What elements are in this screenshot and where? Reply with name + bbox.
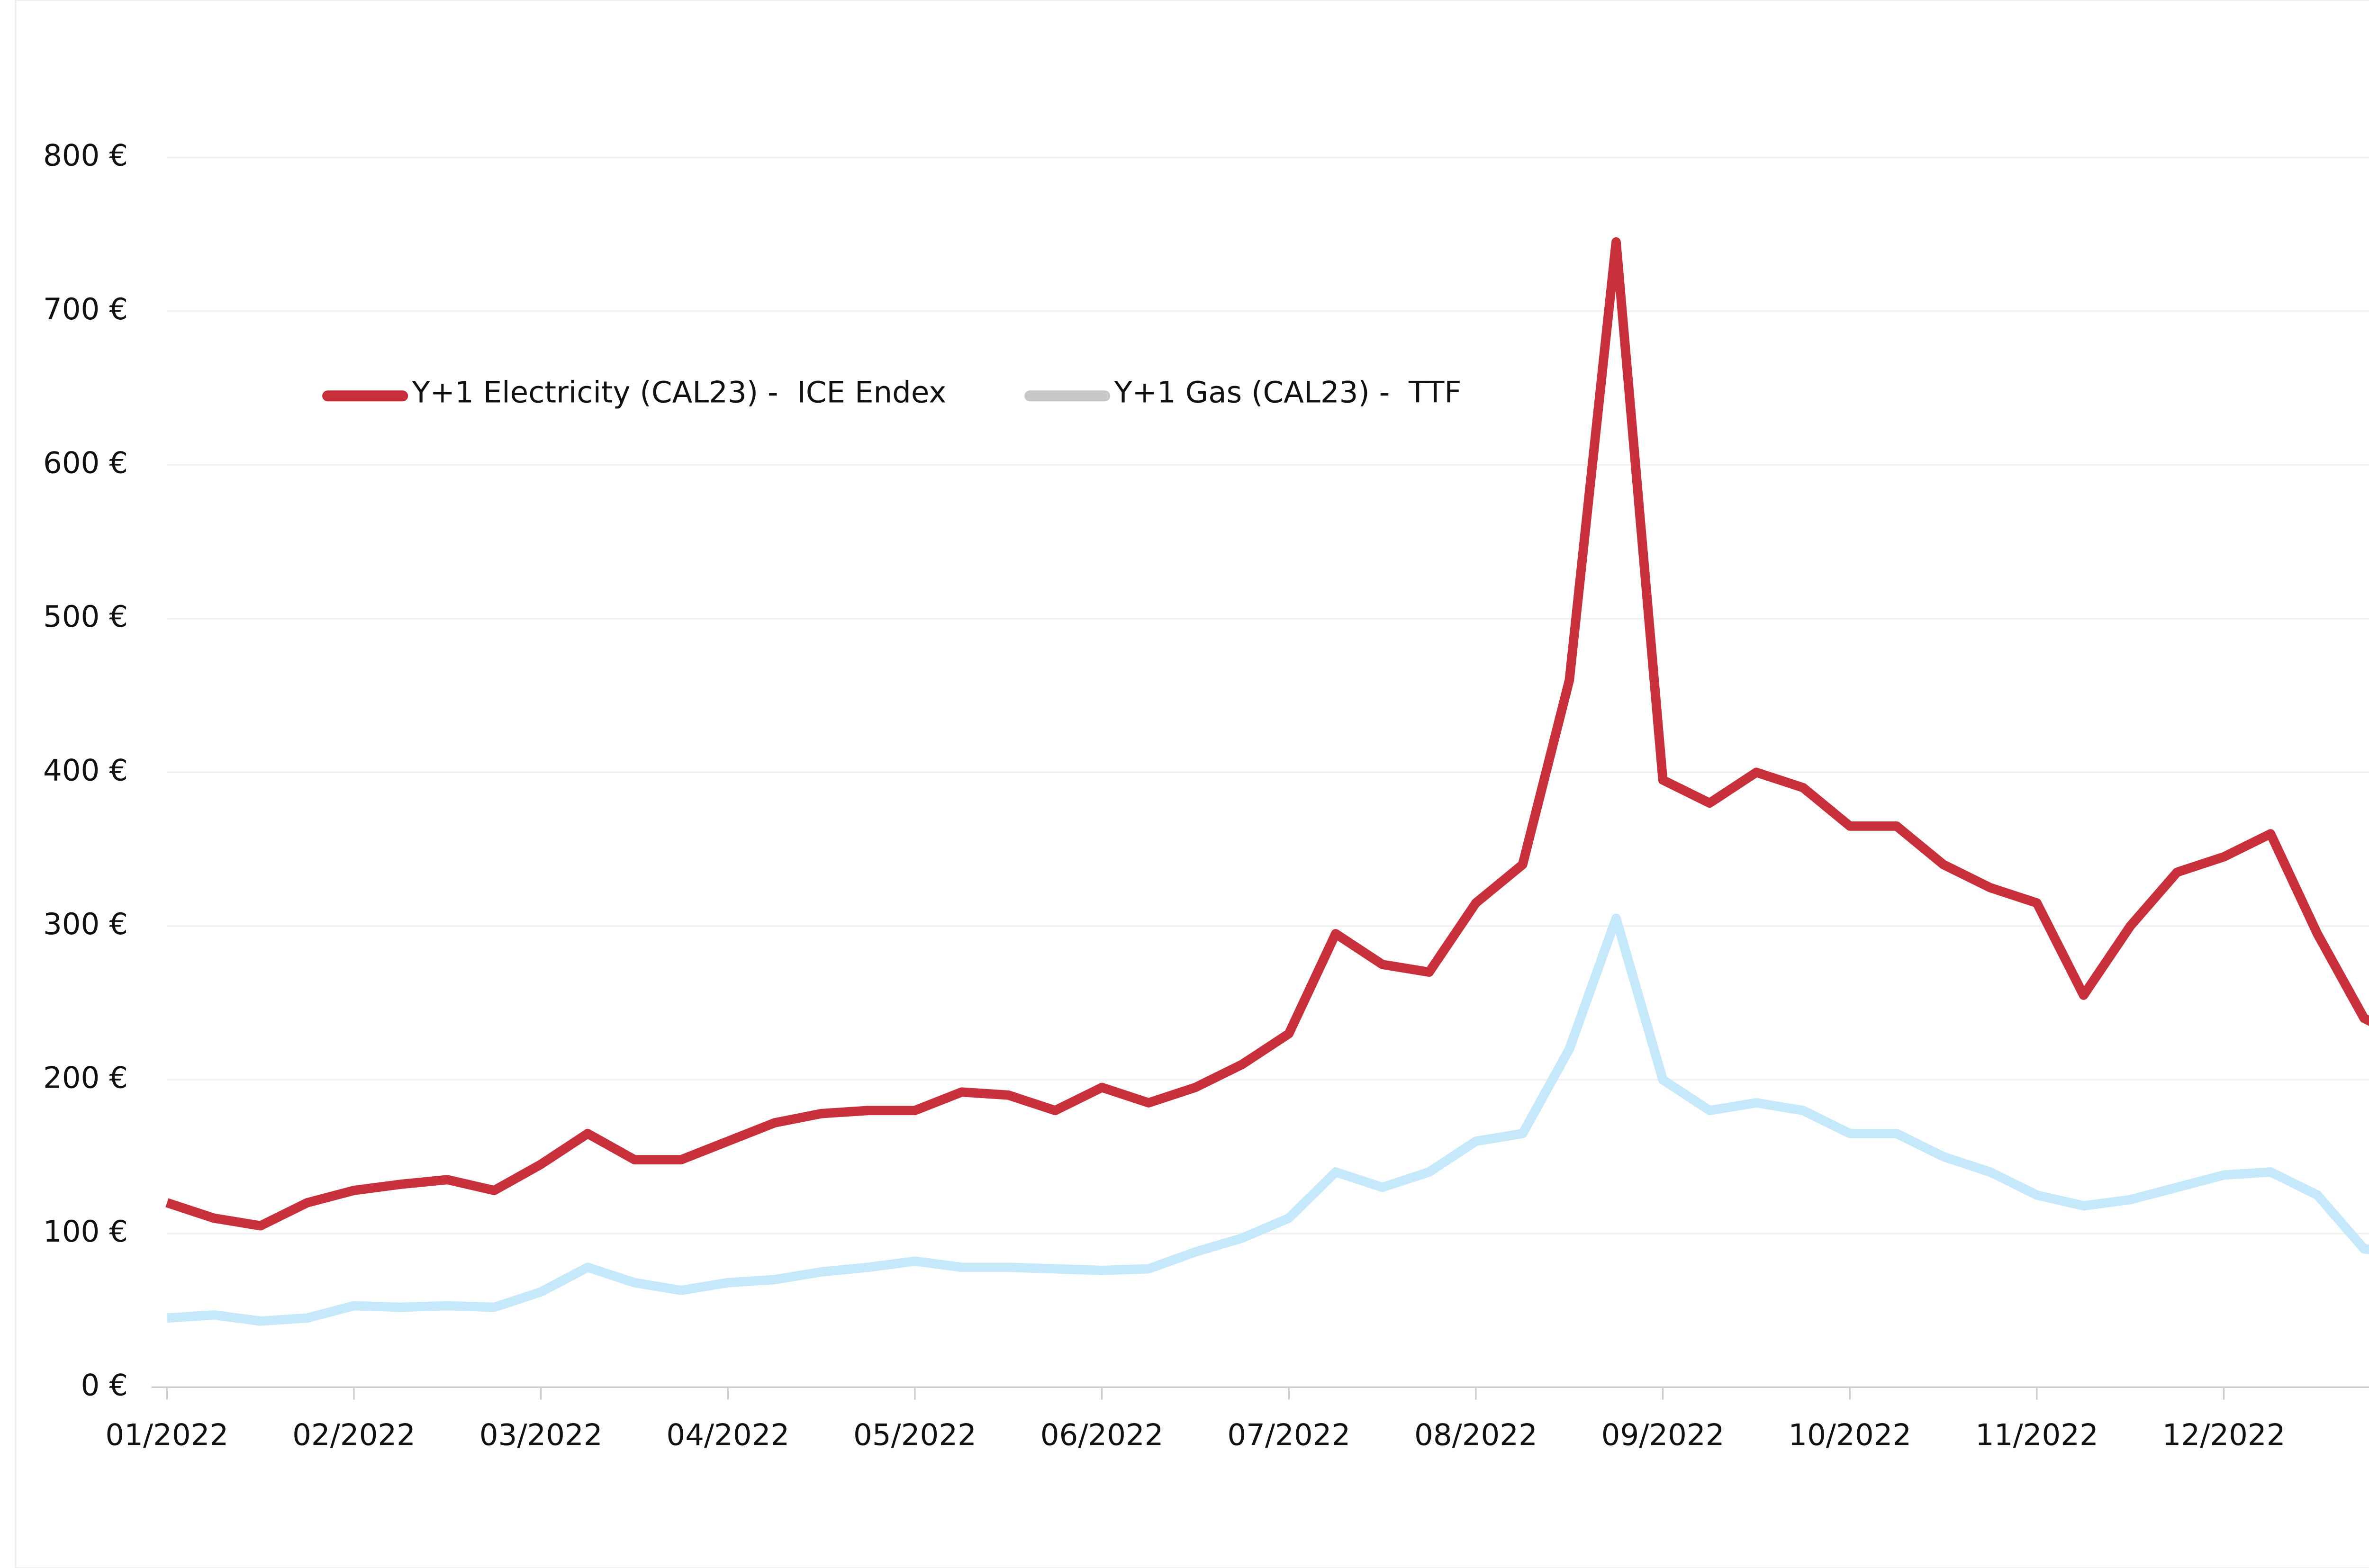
x-tick-label: 12/2022 [2162,1418,2286,1452]
legend-label: Y+1 Gas (CAL23) - TTF [1113,375,1461,410]
x-tick-label: 01/2022 [105,1418,228,1452]
y-tick-label: 700 € [43,292,128,326]
x-tick-label: 02/2022 [292,1418,416,1452]
y-tick-label: 300 € [43,907,128,941]
y-tick-label: 100 € [43,1214,128,1249]
x-tick-label: 05/2022 [853,1418,977,1452]
y-tick-label: 200 € [43,1060,128,1095]
y-tick-label: 0 € [81,1368,128,1402]
y-tick-label: 400 € [43,753,128,787]
y-tick-label: 500 € [43,599,128,634]
x-tick-label: 03/2022 [479,1418,603,1452]
x-tick-label: 04/2022 [666,1418,789,1452]
legend-label: Y+1 Electricity (CAL23) - ICE Endex [411,375,946,410]
chart-frame [15,0,2369,1568]
series-line [165,237,2369,1231]
x-tick-label: 09/2022 [1601,1418,1725,1452]
x-tick-label: 11/2022 [1975,1418,2098,1452]
x-tick-label: 10/2022 [1788,1418,1911,1452]
x-tick-label: 08/2022 [1414,1418,1537,1452]
series-line [166,913,2369,1326]
y-tick-label: 600 € [43,445,128,480]
x-tick-label: 06/2022 [1040,1418,1164,1452]
y-tick-label: 800 € [43,138,128,172]
x-tick-label: 07/2022 [1227,1418,1350,1452]
